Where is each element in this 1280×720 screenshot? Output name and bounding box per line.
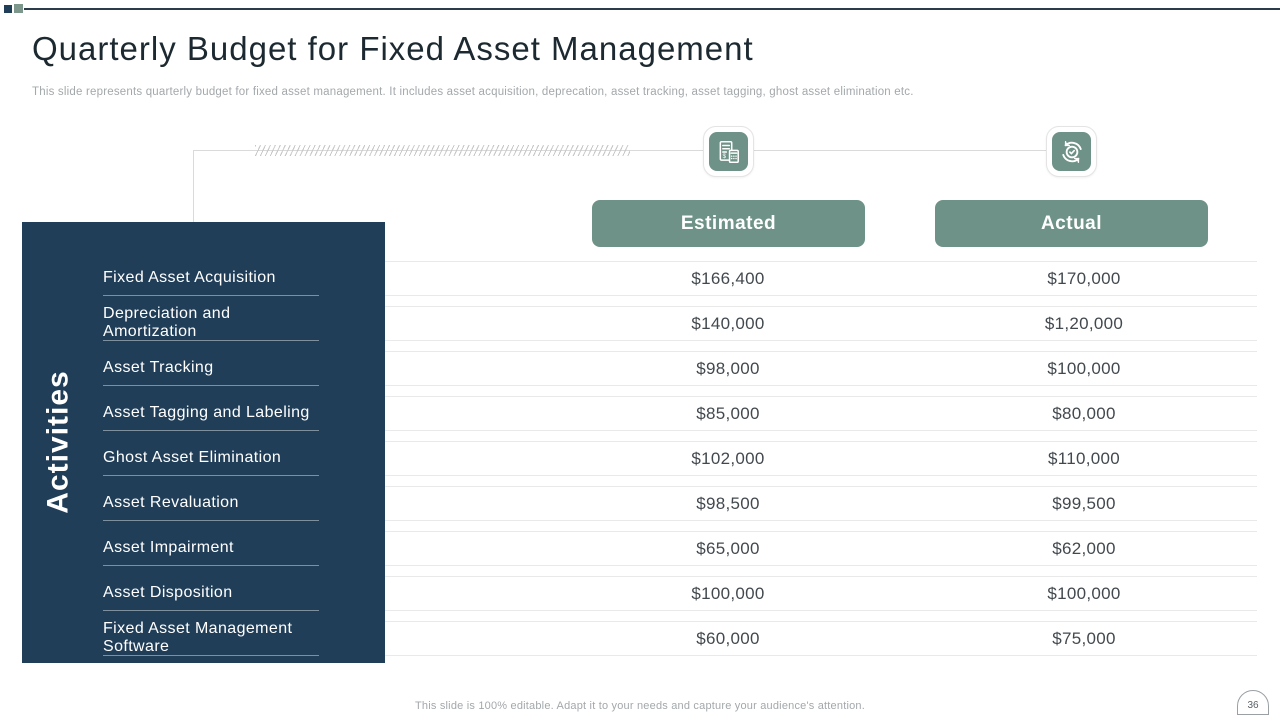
accent-square-navy xyxy=(4,5,12,13)
estimated-value: $102,000 xyxy=(691,449,765,468)
estimated-value: $85,000 xyxy=(696,404,760,423)
table-row: $85,000 $80,000 xyxy=(385,396,1257,431)
budget-table: $166,400 $170,000 $140,000 $1,20,000 $98… xyxy=(385,0,1257,720)
activity-label: Asset Tagging and Labeling xyxy=(103,396,319,431)
activity-label: Depreciation and Amortization xyxy=(103,305,319,341)
activity-label: Ghost Asset Elimination xyxy=(103,441,319,476)
table-row: $102,000 $110,000 xyxy=(385,441,1257,476)
estimated-icon-card: $ xyxy=(703,126,754,177)
table-row: $98,500 $99,500 xyxy=(385,486,1257,521)
actual-value: $1,20,000 xyxy=(1044,314,1124,333)
estimated-value: $65,000 xyxy=(696,539,760,558)
actual-value: $170,000 xyxy=(1047,269,1121,288)
estimated-value: $60,000 xyxy=(696,629,760,648)
page-number-badge: 36 xyxy=(1237,690,1269,715)
budget-calculator-icon: $ xyxy=(709,132,748,171)
page-subtitle: This slide represents quarterly budget f… xyxy=(32,86,914,98)
table-row: $100,000 $100,000 xyxy=(385,576,1257,611)
actual-value: $62,000 xyxy=(1052,539,1116,558)
estimated-value: $98,000 xyxy=(696,359,760,378)
actual-value: $100,000 xyxy=(1047,359,1121,378)
actual-value: $99,500 xyxy=(1052,494,1116,513)
top-accent-line xyxy=(24,8,1280,10)
activity-label: Fixed Asset Management Software xyxy=(103,620,319,656)
estimated-value: $140,000 xyxy=(691,314,765,333)
activities-heading: Activities xyxy=(41,370,75,514)
actual-value: $100,000 xyxy=(1047,584,1121,603)
sync-check-icon xyxy=(1052,132,1091,171)
hatched-divider xyxy=(255,145,630,156)
estimated-value: $98,500 xyxy=(696,494,760,513)
estimated-value: $166,400 xyxy=(691,269,765,288)
column-header-actual: Actual xyxy=(935,200,1208,247)
table-row: $65,000 $62,000 xyxy=(385,531,1257,566)
table-row: $140,000 $1,20,000 xyxy=(385,306,1257,341)
activities-panel: Activities Fixed Asset Acquisition Depre… xyxy=(22,222,385,663)
connector-vertical-line xyxy=(193,150,194,222)
footer-note: This slide is 100% editable. Adapt it to… xyxy=(415,700,865,712)
table-row: $166,400 $170,000 xyxy=(385,261,1257,296)
actual-value: $80,000 xyxy=(1052,404,1116,423)
actual-value: $110,000 xyxy=(1047,449,1121,468)
svg-text:$: $ xyxy=(722,152,726,159)
activity-label: Asset Tracking xyxy=(103,351,319,386)
page-title: Quarterly Budget for Fixed Asset Managem… xyxy=(32,30,754,67)
table-row: $98,000 $100,000 xyxy=(385,351,1257,386)
activity-label: Asset Disposition xyxy=(103,576,319,611)
actual-icon-card xyxy=(1046,126,1097,177)
table-row: $60,000 $75,000 xyxy=(385,621,1257,656)
activity-label: Asset Revaluation xyxy=(103,486,319,521)
column-header-estimated: Estimated xyxy=(592,200,865,247)
actual-value: $75,000 xyxy=(1052,629,1116,648)
activity-label: Fixed Asset Acquisition xyxy=(103,261,319,296)
accent-square-sage xyxy=(14,4,23,13)
estimated-value: $100,000 xyxy=(691,584,765,603)
activity-label: Asset Impairment xyxy=(103,531,319,566)
connector-horizontal-line xyxy=(193,150,1071,151)
